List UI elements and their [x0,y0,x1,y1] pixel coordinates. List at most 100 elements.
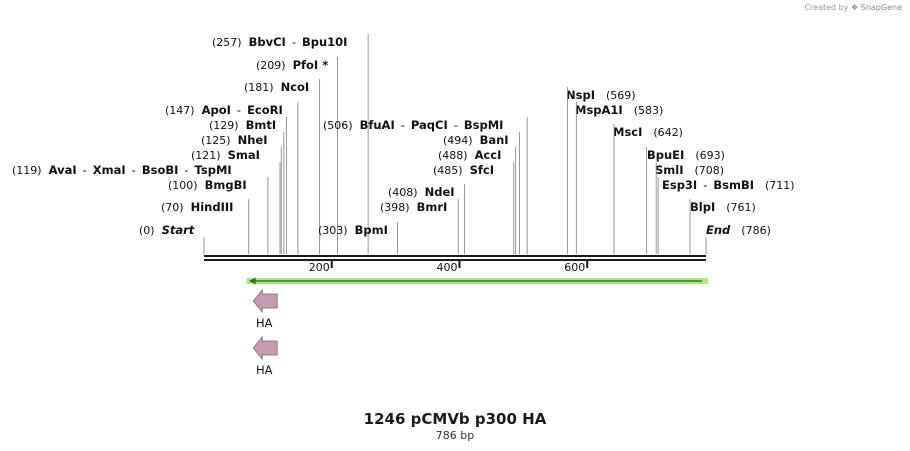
site-position: (129) [209,119,239,132]
site-position: (147) [165,104,195,117]
axis-tick-label: 400 [436,261,457,274]
site-position: (693) [695,149,725,162]
site-position: (711) [765,179,795,192]
site-position: (708) [695,164,725,177]
site-pfoi: (209) PfoI * [256,57,338,254]
site-position: (257) [212,36,242,49]
site-position: (125) [201,134,231,147]
site-smli: SmlI (708) [655,162,724,254]
site-position: (0) [139,224,155,237]
site-name: SfcI [470,163,494,177]
site-position: (569) [606,89,636,102]
site-position: (786) [741,224,771,237]
site-bpmi: (303) BpmI [318,222,398,254]
site-name: NspI [566,88,595,102]
site-bpuei: BpuEI (693) [646,147,725,254]
site-avai: (119) AvaI - XmaI - BsoBI - TspMI [12,162,281,254]
site-name: AccI [475,148,502,162]
site-position: (100) [168,179,198,192]
site-name-separator: - [401,118,405,132]
site-position: (121) [191,149,221,162]
site-acci: (488) AccI [438,147,517,254]
plasmid-title: 1246 pCMVb p300 HA [363,410,547,428]
ha-tag-arrow [252,335,278,361]
plasmid-length: 786 bp [435,429,475,442]
site-name: BanI [480,133,509,147]
site-position: (303) [318,224,348,237]
site-name: NheI [238,133,268,147]
site-sfci: (485) SfcI [433,162,515,254]
site-name-separator: - [132,163,136,177]
site-bbvci: (257) BbvCI - Bpu10I [212,34,369,254]
site-position: (488) [438,149,468,162]
site-name: MscI [613,125,642,139]
site-position: (70) [161,201,184,214]
site-name: BmtI [246,118,277,132]
feature-arrow-head [248,277,256,285]
site-name-separator: - [454,118,458,132]
site-name: BpuEI [647,148,684,162]
site-name: TspMI [195,163,232,177]
site-bani: (494) BanI [443,132,520,254]
site-bfuai: (506) BfuAI - PaqCI - BspMI [323,117,528,254]
site-name: BlpI [690,200,715,214]
site-name: MspA1I [575,103,623,117]
site-name: AvaI [49,163,77,177]
site-position: (583) [634,104,664,117]
site-name: BsmBI [713,178,754,192]
site-name-separator: - [184,163,188,177]
site-position: (119) [12,164,42,177]
credit-brand: SnapGene [860,3,902,12]
site-name: SmaI [228,148,260,162]
site-position: (408) [388,186,418,199]
site-name-separator: - [83,163,87,177]
site-mspa1i: MspA1I (583) [575,102,663,254]
site-name: BsoBI [142,163,179,177]
site-name: HindIII [191,200,234,214]
ha-tag-label: HA [256,316,273,330]
site-nhei: (125) NheI [201,132,285,254]
ha-tag-label: HA [256,363,273,377]
axis-tick-label: 600 [564,261,585,274]
site-ndei: (408) NdeI [388,184,466,254]
site-position: (398) [380,201,410,214]
site-name: Start [162,223,195,237]
site-bmri: (398) BmrI [380,199,459,254]
ha-tag-arrow [252,288,278,314]
site-position: (642) [653,126,683,139]
site-name: Bpu10I [302,35,347,49]
site-position: (181) [244,81,274,94]
site-name: BfuAI [360,118,395,132]
credit-prefix: Created by [804,3,849,12]
site-position: (494) [443,134,473,147]
site-end: End (786) [705,223,771,254]
site-position: (209) [256,59,286,72]
site-name: BmrI [417,200,448,214]
site-position: (761) [726,201,756,214]
site-apoi: (147) ApoI - EcoRI [165,102,299,254]
snapgene-credit: Created by ❖ SnapGene [804,3,902,12]
site-hindiii: (70) HindIII [161,199,250,254]
site-name: XmaI [93,163,126,177]
site-start: (0) Start [139,223,205,254]
site-name: PaqCI [411,118,448,132]
site-bmti: (129) BmtI [209,117,287,254]
site-name-separator: - [292,35,296,49]
site-bmgbi: (100) BmgBI [168,177,269,254]
site-nspi: NspI (569) [566,87,636,254]
site-smai: (121) SmaI [191,147,282,254]
site-name-separator: - [237,103,241,117]
site-name-separator: - [703,178,707,192]
site-position: (506) [323,119,353,132]
site-name: BbvCI [249,35,286,49]
site-msci: MscI (642) [613,124,683,254]
site-blpi: BlpI (761) [689,199,756,254]
site-esp3i: Esp3I - BsmBI (711) [657,177,795,254]
site-name: End [706,223,731,237]
site-name: PfoI * [293,58,329,72]
site-position: (485) [433,164,463,177]
site-name: BmgBI [205,178,247,192]
feature-main-orf [246,277,708,285]
site-name: Esp3I [662,178,697,192]
